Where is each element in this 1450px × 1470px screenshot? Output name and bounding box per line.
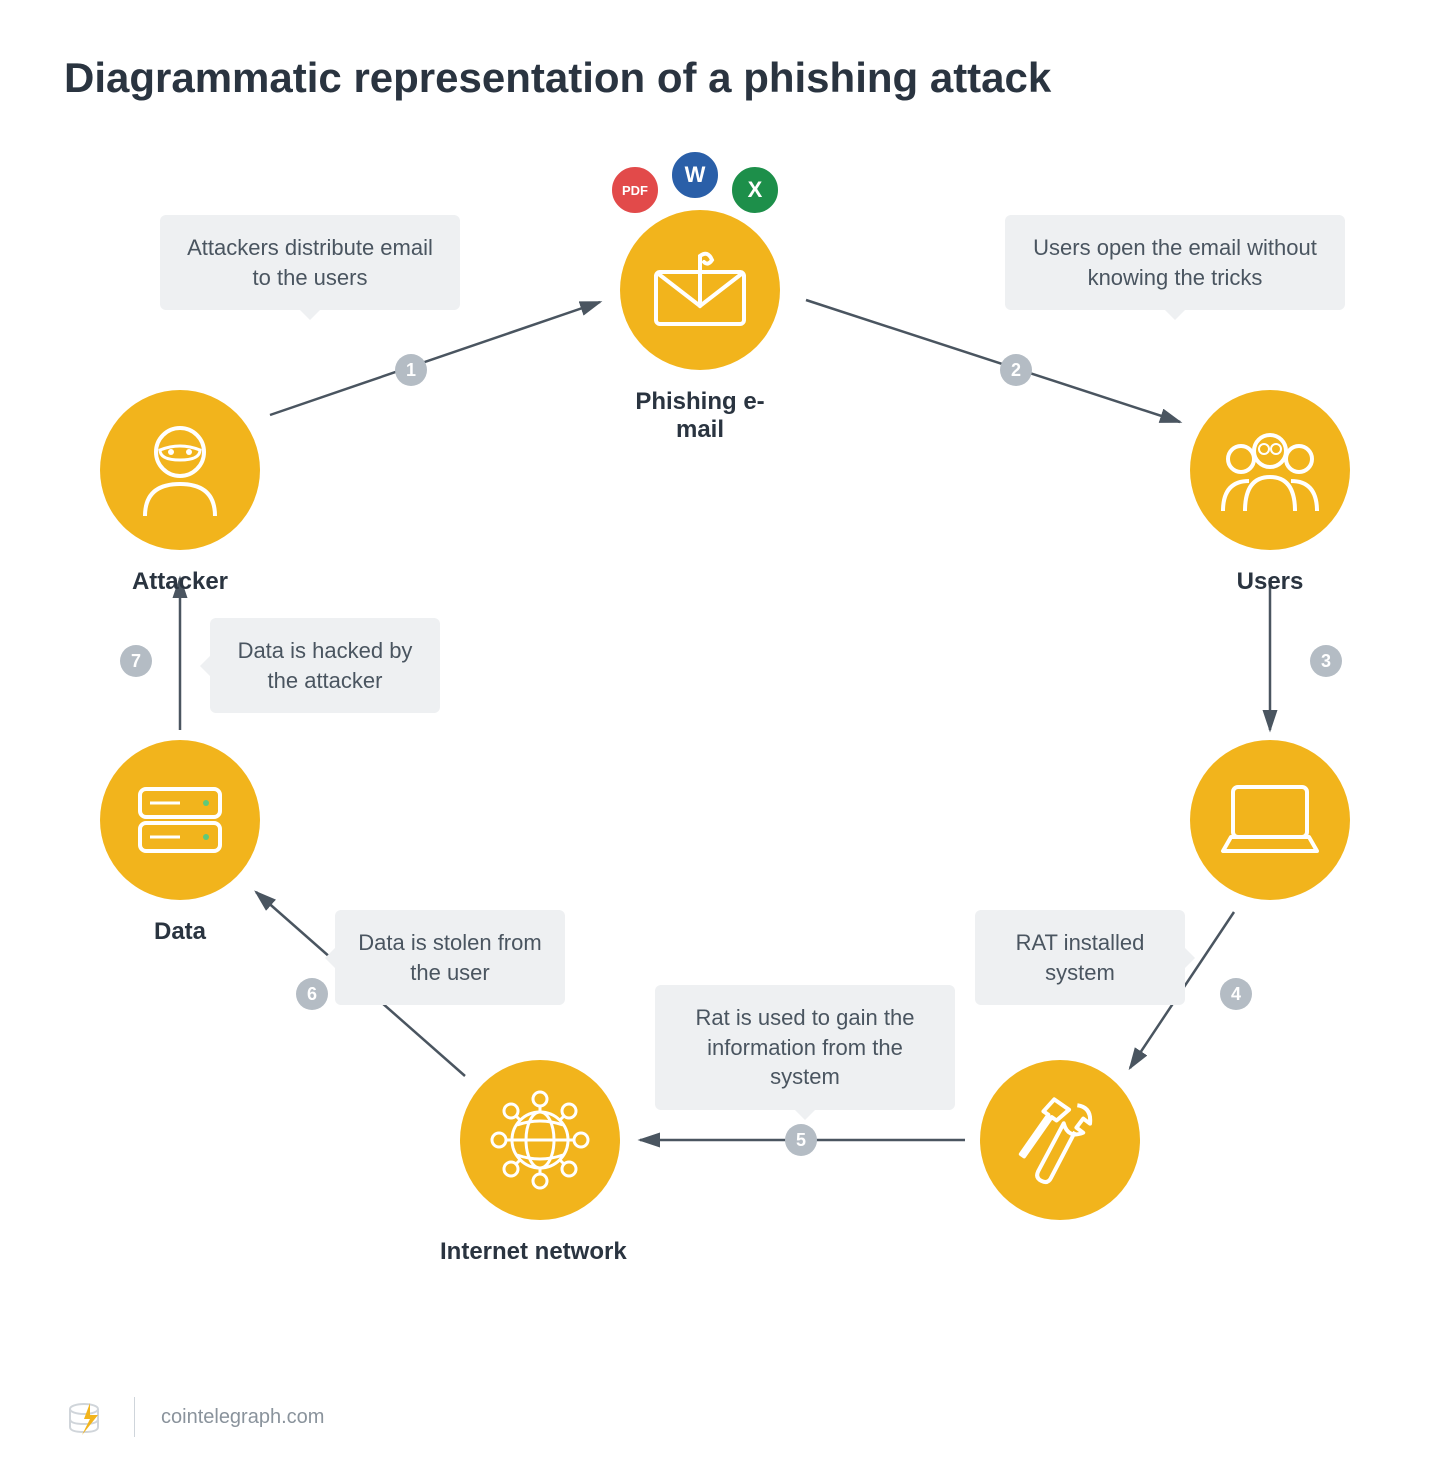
callout-1: Attackers distribute email to the users: [160, 215, 460, 310]
step-number-2: 2: [1000, 354, 1032, 386]
step-number-5: 5: [785, 1124, 817, 1156]
masked-person-icon: [135, 420, 225, 520]
laptop-icon: [1215, 775, 1325, 865]
pdf-icon: PDF: [610, 165, 660, 215]
step-number-4: 4: [1220, 978, 1252, 1010]
tools-icon: [1010, 1090, 1110, 1190]
callout-5: Rat is used to gain the information from…: [655, 985, 955, 1110]
node-users-label: Users: [1190, 568, 1350, 596]
footer-source: cointelegraph.com: [161, 1406, 324, 1429]
node-attacker: Attacker: [100, 390, 260, 596]
arrow-2: [806, 300, 1180, 422]
envelope-hook-icon: [650, 250, 750, 330]
node-data-label: Data: [100, 918, 260, 946]
callout-7: Data is hacked by the attacker: [210, 618, 440, 713]
node-phishing-email-label: Phishing e-mail: [620, 388, 780, 444]
people-icon: [1215, 425, 1325, 515]
node-tools: [980, 1060, 1140, 1220]
node-internet-label: Internet network: [440, 1238, 620, 1266]
step-number-1: 1: [395, 354, 427, 386]
step-number-6: 6: [296, 978, 328, 1010]
footer-divider: [134, 1397, 135, 1437]
node-internet: Internet network: [460, 1060, 620, 1266]
node-users: Users: [1190, 390, 1350, 596]
excel-icon: X: [730, 165, 780, 215]
node-data: Data: [100, 740, 260, 946]
node-phishing-email: Phishing e-mail: [620, 210, 780, 444]
word-icon: W: [670, 150, 720, 200]
brand-logo-icon: [64, 1395, 108, 1439]
diagram-canvas: Diagrammatic representation of a phishin…: [0, 0, 1450, 1470]
step-number-3: 3: [1310, 645, 1342, 677]
footer: cointelegraph.com: [64, 1395, 324, 1439]
node-attacker-label: Attacker: [100, 568, 260, 596]
globe-network-icon: [485, 1085, 595, 1195]
step-number-7: 7: [120, 645, 152, 677]
callout-4: RAT installed system: [975, 910, 1185, 1005]
callout-2: Users open the email without knowing the…: [1005, 215, 1345, 310]
server-icon: [130, 775, 230, 865]
callout-6: Data is stolen from the user: [335, 910, 565, 1005]
node-laptop: [1190, 740, 1350, 900]
